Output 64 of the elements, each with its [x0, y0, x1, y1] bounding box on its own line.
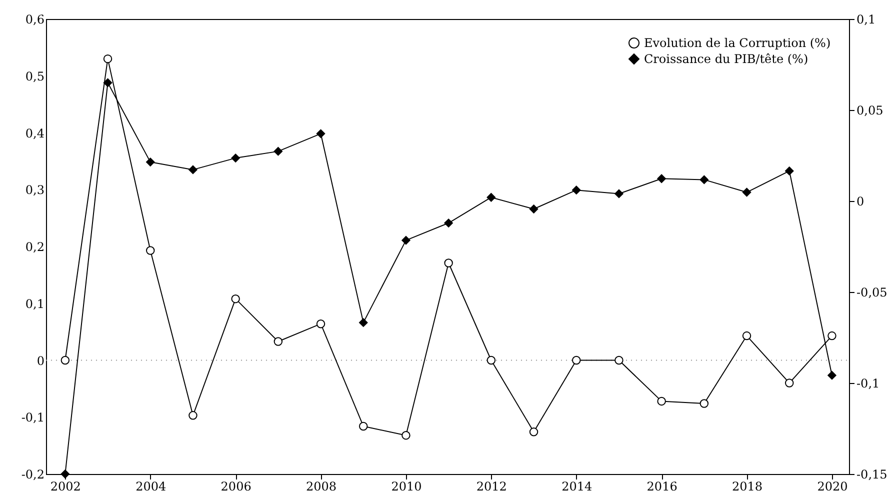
point: [231, 294, 240, 304]
y2-tick-label: 0: [856, 194, 864, 208]
y2-tick-label: -0,05: [856, 286, 888, 300]
point: [188, 165, 198, 174]
point: [614, 189, 624, 198]
legend-label: Croissance du PIB/tête (%): [644, 52, 808, 66]
point: [358, 318, 368, 327]
x-tick-label: 2016: [646, 480, 678, 494]
point: [784, 378, 794, 388]
y-tick-label: 0,4: [25, 126, 45, 140]
point: [402, 430, 410, 440]
x-tick-label: 2010: [391, 480, 422, 494]
point: [572, 356, 581, 365]
y2-tick-label: 0,1: [856, 12, 876, 26]
point: [444, 258, 453, 268]
point: [828, 331, 836, 340]
x-tick-label: 2014: [562, 480, 592, 494]
point: [572, 186, 581, 194]
point: [700, 399, 709, 408]
y2-tick-label: -0,1: [856, 376, 880, 390]
x-tick-label: 2002: [50, 480, 81, 494]
point: [231, 154, 240, 162]
y-tick-label: -0,2: [21, 468, 44, 482]
point: [146, 246, 155, 255]
point: [444, 218, 453, 228]
point: [103, 78, 112, 88]
y-tick-label: 0,2: [25, 240, 44, 254]
point: [742, 188, 752, 197]
y-tick-label: 0: [36, 354, 44, 368]
x-tick-label: 2008: [306, 480, 337, 494]
point: [486, 192, 496, 202]
point: [274, 146, 283, 156]
point: [529, 204, 538, 214]
point: [358, 422, 368, 431]
y-tick-label: 0,5: [25, 69, 44, 84]
legend-label: Evolution de la Corruption (%): [644, 36, 831, 50]
point: [316, 129, 326, 138]
point: [274, 337, 283, 346]
x-tick-label: 2018: [732, 480, 763, 494]
point: [60, 356, 70, 365]
y2-tick-label: -0,15: [856, 468, 888, 482]
point: [784, 166, 794, 176]
point: [742, 331, 752, 340]
point: [529, 428, 538, 436]
x-tick-label: 2006: [220, 480, 252, 494]
point: [146, 158, 155, 166]
x-tick-label: 2012: [476, 480, 507, 494]
y-tick-label: 0,1: [25, 296, 44, 311]
point: [103, 54, 112, 64]
y-tick-label: 0,6: [25, 12, 44, 26]
point: [828, 370, 836, 380]
point: [316, 319, 326, 328]
point: [614, 356, 624, 365]
point: [188, 411, 198, 420]
point: [402, 236, 410, 245]
point: [700, 175, 709, 184]
x-tick-label: 2004: [136, 480, 166, 494]
point: [657, 396, 666, 406]
y2-tick-label: 0,05: [856, 104, 884, 118]
x-tick-label: 2020: [817, 480, 848, 494]
y-tick-label: 0,3: [25, 183, 44, 198]
point: [486, 356, 496, 365]
y-tick-label: -0,1: [21, 410, 44, 425]
point: [657, 174, 666, 183]
